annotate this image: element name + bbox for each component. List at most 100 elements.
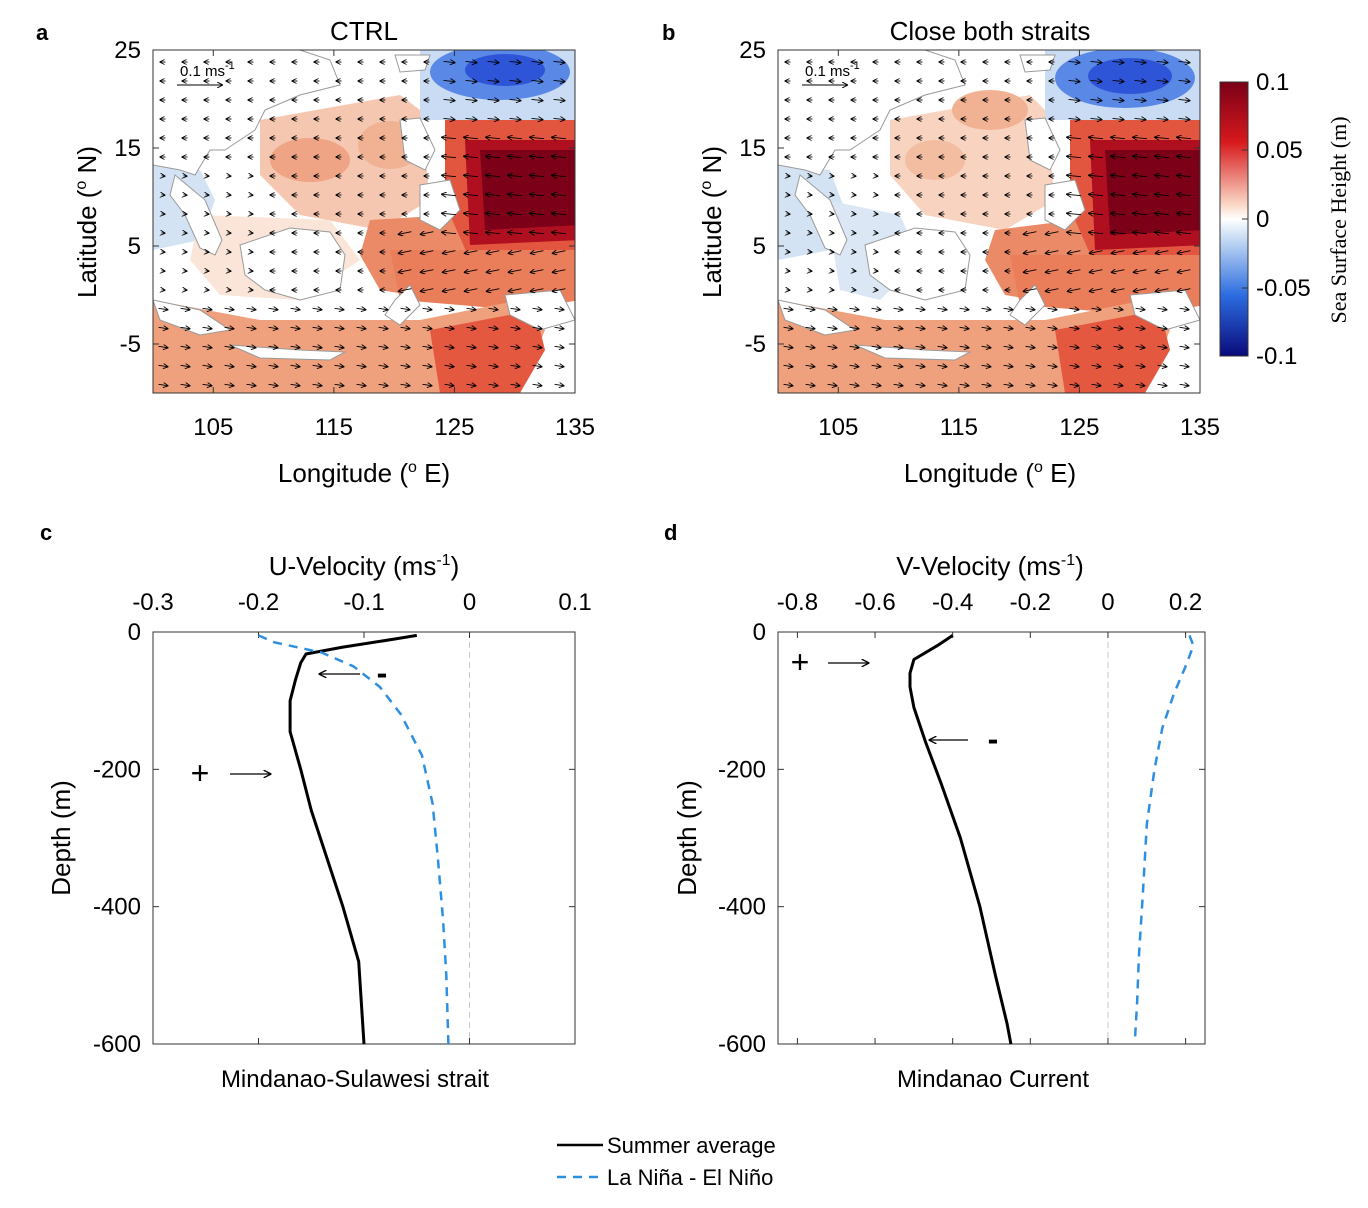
velocity-vector <box>1090 80 1102 81</box>
velocity-vector <box>893 346 903 347</box>
velocity-vector <box>442 232 457 233</box>
velocity-vector <box>531 118 543 119</box>
velocity-vector <box>783 346 793 347</box>
velocity-vector <box>487 80 499 81</box>
velocity-vector <box>400 327 410 328</box>
velocity-vector <box>1133 232 1148 233</box>
velocity-vector <box>1155 194 1170 195</box>
velocity-vector <box>1179 384 1189 385</box>
velocity-vector <box>1156 80 1168 81</box>
velocity-vector <box>465 289 478 292</box>
velocity-vector <box>1177 156 1192 157</box>
velocity-vector <box>1179 308 1189 309</box>
map-ytick-label-2: 5 <box>128 233 141 260</box>
velocity-vector <box>1091 384 1101 385</box>
velocity-vector <box>158 327 168 328</box>
velocity-vector <box>1157 308 1167 309</box>
velocity-vector <box>509 289 522 292</box>
map-xtick-label-0: 105 <box>193 414 233 441</box>
map-xtick-label-0: 105 <box>818 414 858 441</box>
velocity-vector <box>849 365 859 366</box>
caption-d: Mindanao Current <box>897 1066 1089 1093</box>
velocity-vector <box>509 80 521 81</box>
velocity-vector <box>1046 232 1059 235</box>
depth-label-c: Depth (m) <box>46 780 76 896</box>
scale-sup-a: -1 <box>225 60 235 72</box>
velocity-vector <box>1069 384 1079 385</box>
velocity-vector <box>421 289 434 292</box>
velocity-vector <box>422 346 432 347</box>
colorbar-tick-label-4: -0.1 <box>1256 343 1297 370</box>
xtick-label-c-3: 0 <box>463 589 476 616</box>
velocity-vector <box>399 270 412 273</box>
velocity-vector <box>1025 365 1035 366</box>
velocity-vector <box>510 308 520 309</box>
velocity-vector <box>893 308 903 309</box>
velocity-vector <box>530 194 545 195</box>
velocity-vector <box>827 384 837 385</box>
velocity-vector <box>805 346 815 347</box>
velocity-vector <box>400 308 410 309</box>
velocity-vector <box>356 308 366 309</box>
velocity-vector <box>268 346 278 347</box>
velocity-vector <box>1089 232 1104 233</box>
velocity-vector <box>400 365 410 366</box>
velocity-vector <box>465 270 478 273</box>
velocity-vector <box>158 384 168 385</box>
velocity-vector <box>1090 251 1103 254</box>
velocity-vector <box>442 175 457 176</box>
map-ytick-label-3: -5 <box>120 331 141 358</box>
velocity-vector <box>1112 99 1124 100</box>
profile-panel-d: d V-Velocity (ms-1) -0.8 -0.6 -0.4 -0.2 0 0.2… <box>664 520 1206 1093</box>
velocity-vector <box>1156 118 1168 119</box>
velocity-vector <box>1024 232 1037 235</box>
velocity-vector <box>486 194 501 195</box>
velocity-vector <box>937 327 947 328</box>
velocity-vector <box>783 327 793 328</box>
velocity-vector <box>1090 99 1102 100</box>
velocity-vector <box>981 308 991 309</box>
xtick-label-c-1: -0.2 <box>238 589 279 616</box>
velocity-vector <box>1024 289 1037 292</box>
velocity-vector <box>1178 118 1190 119</box>
velocity-vector <box>508 213 523 214</box>
velocity-vector <box>1025 327 1035 328</box>
ytick-label-d-1: -200 <box>718 756 766 783</box>
velocity-vector <box>443 99 455 100</box>
velocity-vector <box>871 327 881 328</box>
velocity-vector <box>180 346 190 347</box>
velocity-vector <box>443 118 455 119</box>
velocity-vector <box>981 384 991 385</box>
xtick-label-c-2: -0.1 <box>343 589 384 616</box>
ytick-label-c-3: -600 <box>93 1031 141 1058</box>
velocity-vector <box>509 118 521 119</box>
panel-letter-d: d <box>664 520 677 545</box>
velocity-vector <box>959 327 969 328</box>
velocity-vector <box>399 289 412 292</box>
velocity-vector <box>464 232 479 233</box>
velocity-vector <box>1112 270 1125 273</box>
map-xtick-label-3: 135 <box>1180 414 1220 441</box>
velocity-vector <box>378 384 388 385</box>
velocity-vector <box>871 346 881 347</box>
velocity-vector <box>981 346 991 347</box>
velocity-vector <box>399 232 412 235</box>
velocity-vector <box>553 99 565 100</box>
plus-sign-d: + <box>791 644 810 680</box>
plus-sign-c: + <box>191 755 210 791</box>
velocity-vector <box>158 365 168 366</box>
velocity-vector <box>508 175 523 176</box>
velocity-vector <box>1157 384 1167 385</box>
velocity-vector <box>334 308 344 309</box>
velocity-vector <box>1068 289 1081 292</box>
velocity-vector <box>915 327 925 328</box>
velocity-vector <box>553 61 565 62</box>
velocity-vector <box>466 327 476 328</box>
velocity-vector <box>246 365 256 366</box>
velocity-vector <box>1157 346 1167 347</box>
panel-letter-c: c <box>40 520 52 545</box>
scale-arrow-a: 0.1 ms-1 <box>177 60 235 85</box>
velocity-vector <box>1090 289 1103 292</box>
legend-label-summer: Summer average <box>607 1133 776 1158</box>
